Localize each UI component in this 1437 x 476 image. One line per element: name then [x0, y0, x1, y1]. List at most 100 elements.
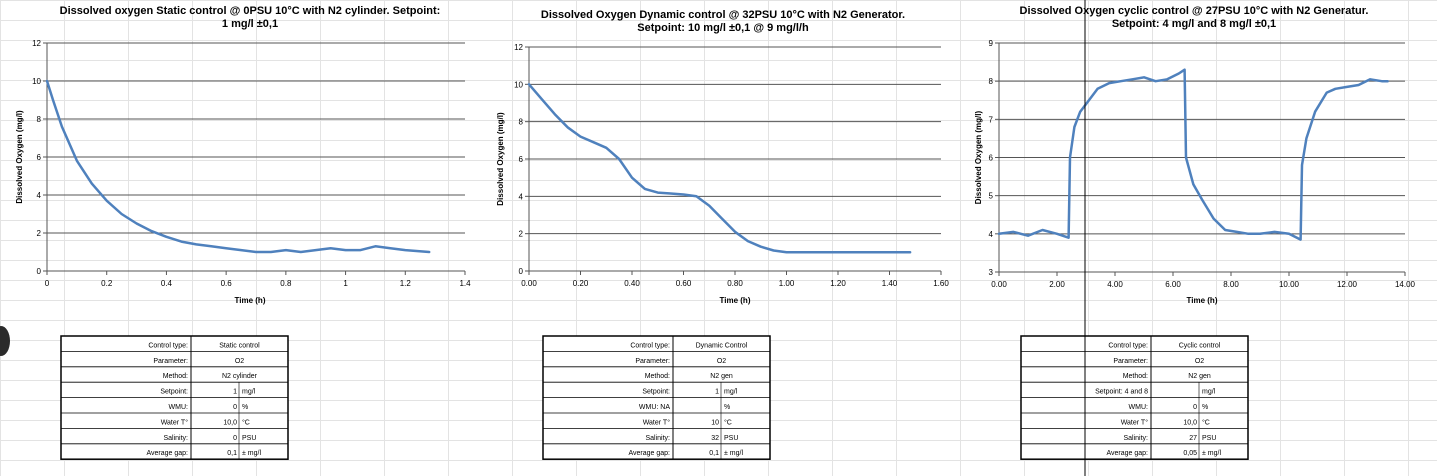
- chart-title-line: Dissolved Oxygen Dynamic control @ 32PSU…: [541, 9, 905, 21]
- y-tick-label: 12: [514, 43, 523, 52]
- y-tick-label: 6: [37, 153, 42, 162]
- table-unit: °C: [242, 418, 250, 426]
- x-tick-label: 1: [343, 279, 348, 288]
- table-label: Control type:: [1108, 342, 1148, 349]
- series-line: [997, 68, 1389, 241]
- y-tick-label: 7: [989, 115, 994, 124]
- table-label: Average gap:: [1106, 450, 1148, 457]
- x-tick-label: 0.00: [991, 280, 1007, 289]
- table-label: Parameter:: [153, 358, 188, 365]
- table-value: N2 gen: [710, 373, 733, 380]
- table-label: Salinity:: [1123, 435, 1148, 442]
- table-label: Method:: [1123, 373, 1148, 380]
- series-line: [527, 83, 912, 254]
- table-unit: ± mg/l: [724, 450, 743, 457]
- x-tick-label: 0.60: [676, 279, 692, 288]
- table-label: Parameter:: [1113, 358, 1148, 365]
- table-value: O2: [717, 358, 726, 365]
- table-label: Salinity:: [645, 435, 670, 442]
- table-unit: PSU: [1202, 435, 1216, 442]
- table-value: Cyclic control: [1179, 342, 1221, 349]
- table-value: 1: [715, 389, 719, 396]
- table-unit: %: [724, 404, 730, 411]
- x-tick-label: 2.00: [1049, 280, 1065, 289]
- y-tick-label: 9: [989, 39, 994, 48]
- scroll-handle[interactable]: [0, 326, 10, 356]
- table-unit: ± mg/l: [242, 450, 261, 457]
- table-label: Average gap:: [628, 450, 670, 457]
- x-tick-label: 0.00: [521, 279, 537, 288]
- table-label: Water T°: [1121, 418, 1149, 426]
- x-tick-label: 0.80: [727, 279, 743, 288]
- table-label: Method:: [645, 373, 670, 380]
- table-unit: ± mg/l: [1202, 450, 1221, 457]
- y-axis-label: Dissolved Oxygen (mg/l): [15, 110, 24, 204]
- table-value: Dynamic Control: [696, 342, 748, 349]
- x-tick-label: 0: [45, 279, 50, 288]
- table-value: O2: [1195, 358, 1204, 365]
- y-tick-label: 4: [989, 230, 994, 239]
- x-tick-label: 1.00: [779, 279, 795, 288]
- y-tick-label: 6: [989, 154, 994, 163]
- table-label: Setpoint:: [642, 389, 670, 396]
- x-tick-label: 14.00: [1395, 280, 1416, 289]
- chart-title-line: Setpoint: 4 mg/l and 8 mg/l ±0,1: [1112, 18, 1276, 30]
- x-tick-label: 12.00: [1337, 280, 1358, 289]
- table-value: 0: [233, 435, 237, 442]
- table-label: Average gap:: [146, 450, 188, 457]
- chart-title-line: Dissolved Oxygen cyclic control @ 27PSU …: [1020, 5, 1369, 17]
- table-label: Control type:: [148, 342, 188, 349]
- x-axis-label: Time (h): [720, 296, 751, 305]
- chart-2: Dissolved Oxygen Dynamic control @ 32PSU…: [496, 9, 949, 460]
- series-line: [45, 79, 431, 254]
- table-value: 10,0: [223, 419, 237, 426]
- y-axis-label: Dissolved Oxygen (mg/l): [974, 110, 983, 204]
- info-table: Control type: Static control Parameter: O2 M…: [60, 335, 289, 460]
- table-label: Setpoint: 4 and 8: [1095, 389, 1148, 396]
- x-tick-label: 1.4: [459, 279, 471, 288]
- x-tick-label: 1.2: [400, 279, 412, 288]
- table-value: O2: [235, 358, 244, 365]
- table-unit: mg/l: [242, 389, 256, 396]
- y-tick-label: 6: [519, 155, 524, 164]
- x-tick-label: 0.40: [624, 279, 640, 288]
- y-tick-label: 12: [32, 39, 41, 48]
- info-table: Control type: Cyclic control Parameter: O2 M…: [1020, 335, 1249, 460]
- x-axis-label: Time (h): [235, 296, 266, 305]
- table-value: N2 gen: [1188, 373, 1211, 380]
- y-tick-label: 3: [989, 268, 994, 277]
- x-tick-label: 10.00: [1279, 280, 1300, 289]
- y-tick-label: 10: [32, 77, 41, 86]
- table-value: 0: [233, 404, 237, 411]
- chart-title-line: Setpoint: 10 mg/l ±0,1 @ 9 mg/l/h: [637, 22, 809, 34]
- y-tick-label: 0: [37, 267, 42, 276]
- x-tick-label: 1.20: [830, 279, 846, 288]
- table-label: WMU:: [1129, 404, 1148, 411]
- x-tick-label: 0.4: [161, 279, 173, 288]
- y-tick-label: 4: [37, 191, 42, 200]
- table-value: 32: [711, 435, 719, 442]
- table-unit: mg/l: [724, 389, 738, 396]
- table-label: Salinity:: [163, 435, 188, 442]
- table-label: Water T°: [161, 418, 189, 426]
- chart-title-line: Dissolved oxygen Static control @ 0PSU 1…: [60, 5, 441, 17]
- table-label: WMU:: [169, 404, 188, 411]
- y-tick-label: 5: [989, 192, 994, 201]
- table-value: 10: [711, 419, 719, 426]
- x-tick-label: 1.40: [882, 279, 898, 288]
- table-unit: %: [1202, 404, 1208, 411]
- table-label: Method:: [163, 373, 188, 380]
- table-unit: °C: [724, 418, 732, 426]
- table-label: Water T°: [643, 418, 671, 426]
- x-tick-label: 0.2: [101, 279, 113, 288]
- table-value: 1: [233, 389, 237, 396]
- y-tick-label: 2: [519, 230, 524, 239]
- table-value: N2 cylinder: [222, 373, 258, 380]
- table-unit: °C: [1202, 418, 1210, 426]
- table-value: 0: [1193, 404, 1197, 411]
- chart-3: Dissolved Oxygen cyclic control @ 27PSU …: [974, 5, 1416, 460]
- table-label: Parameter:: [635, 358, 670, 365]
- y-tick-label: 2: [37, 229, 42, 238]
- y-tick-label: 8: [37, 115, 42, 124]
- x-tick-label: 6.00: [1165, 280, 1181, 289]
